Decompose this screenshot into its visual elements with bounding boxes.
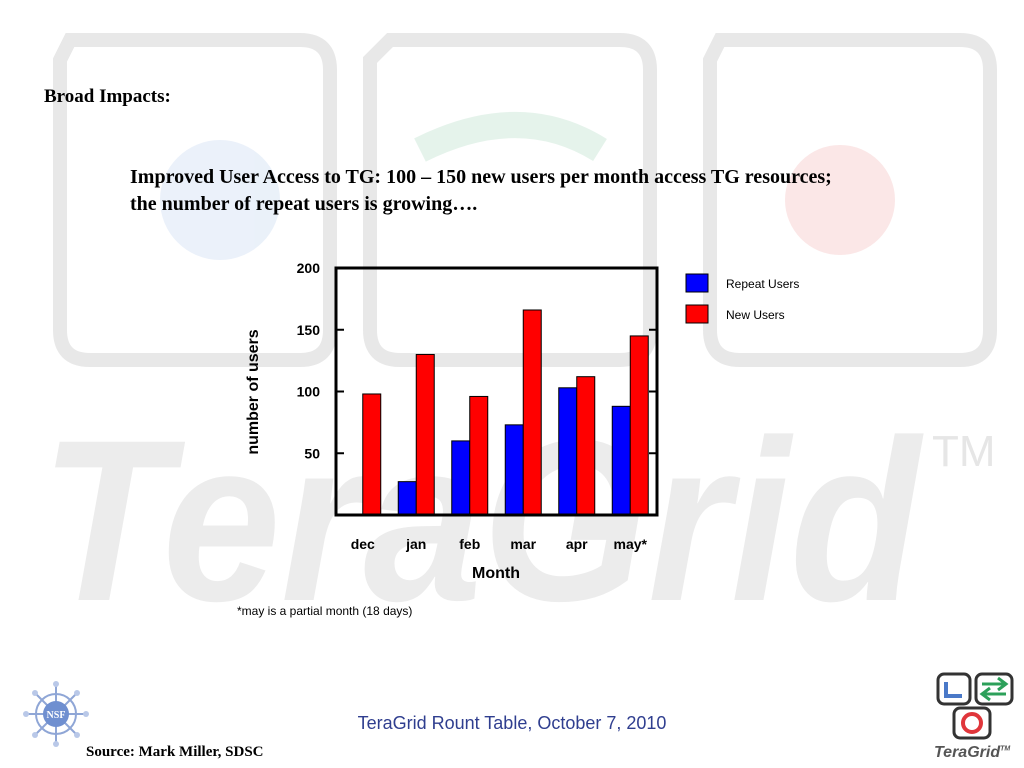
x-tick-label: mar — [510, 536, 536, 552]
y-axis-label: number of users — [245, 329, 262, 454]
x-tick-label: may* — [614, 536, 648, 552]
bar-new-users-feb — [469, 395, 489, 516]
bar-repeat-users-jan — [397, 481, 417, 516]
x-tick-label: jan — [405, 536, 426, 552]
legend-label-new-users: New Users — [726, 308, 785, 322]
x-axis-label: Month — [472, 565, 520, 582]
y-tick-label: 150 — [297, 322, 321, 338]
x-tick-label: apr — [566, 536, 588, 552]
bar-new-users-mar — [522, 309, 542, 516]
bar-new-users-jan — [415, 353, 435, 516]
source-credit: Source: Mark Miller, SDSC — [86, 744, 264, 760]
legend-label-repeat-users: Repeat Users — [726, 277, 799, 291]
legend-swatch-repeat-users — [685, 273, 709, 293]
bar-repeat-users-feb — [451, 440, 471, 516]
y-tick-label: 200 — [297, 260, 321, 276]
bar-repeat-users-apr — [558, 387, 578, 516]
plot-frame — [334, 266, 659, 517]
bar-repeat-users-mar — [504, 424, 524, 516]
x-tick-label: feb — [459, 536, 480, 552]
nsf-logo-text: NSF — [47, 710, 66, 721]
chart-footnote: *may is a partial month (18 days) — [237, 604, 413, 618]
bar-new-users-apr — [576, 376, 596, 516]
nsf-logo-icon: NSF — [23, 681, 89, 747]
page-subheading: Improved User Access to TG: 100 – 150 ne… — [130, 166, 832, 215]
bar-new-users-dec — [362, 393, 382, 516]
page-heading: Broad Impacts: — [44, 86, 171, 107]
x-tick-label: dec — [351, 536, 375, 552]
legend-swatch-new-users — [685, 304, 709, 324]
y-tick-label: 50 — [304, 445, 320, 461]
bar-new-users-may — [629, 335, 649, 516]
teragrid-logo-word: TeraGridTM — [934, 744, 1010, 762]
teragrid-logo-tm: TM — [1000, 745, 1011, 753]
teragrid-logo-word-text: TeraGrid — [934, 744, 1001, 761]
bar-repeat-users-may — [611, 405, 631, 516]
y-tick-label: 100 — [297, 384, 321, 400]
footer-event: TeraGrid Rount Table, October 7, 2010 — [357, 713, 667, 733]
teragrid-logo-icon — [936, 672, 1014, 740]
